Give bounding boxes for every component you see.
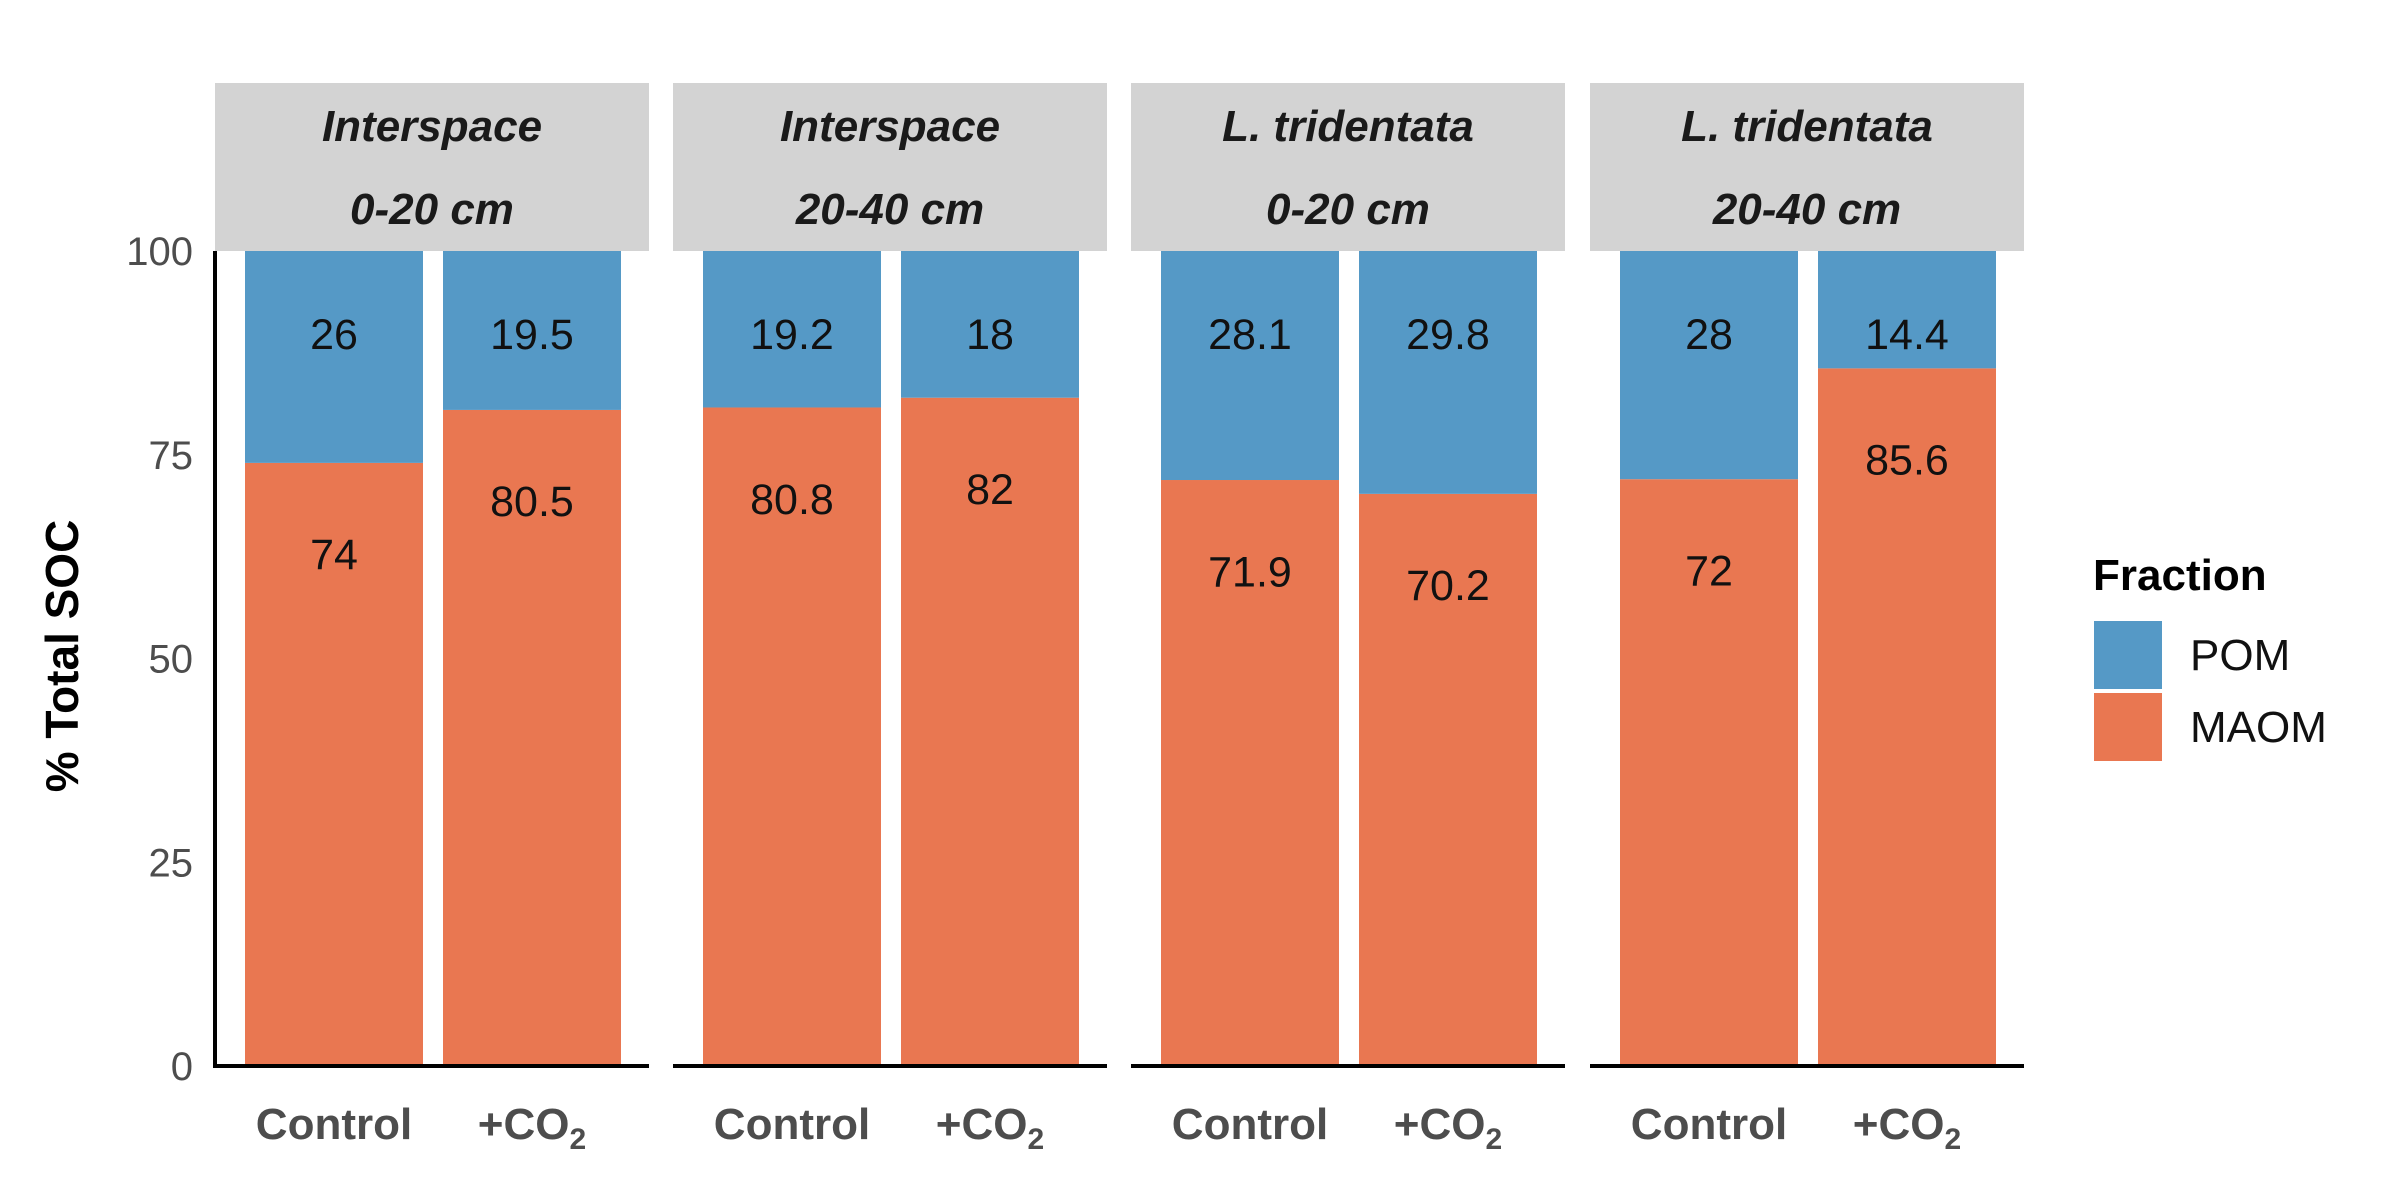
bar-pom xyxy=(1161,251,1339,481)
strip-background xyxy=(1131,83,1565,166)
bar-pom xyxy=(901,251,1079,398)
y-axis: 0 25 50 75 100 xyxy=(126,230,217,1089)
strip-label-site: L. tridentata xyxy=(1681,102,1933,151)
bar-label-maom: 70.2 xyxy=(1406,562,1490,610)
bar-maom xyxy=(1818,368,1996,1066)
facet-panel: Interspace 20-40 cm 19.2 80.8 18 82 Control +CO… xyxy=(673,83,1107,1156)
strip-background xyxy=(1590,166,2024,251)
facet-panel: L. tridentata 0-20 cm 28.1 71.9 29.8 70.2 Cont… xyxy=(1131,83,1565,1156)
bar-label-pom: 29.8 xyxy=(1406,311,1490,359)
y-tick-label: 100 xyxy=(126,230,193,274)
bar-maom xyxy=(1620,479,1798,1066)
facet-panel: Interspace 0-20 cm 26 74 19.5 80.5 Control +CO2 xyxy=(215,83,649,1156)
bar-pom xyxy=(703,251,881,408)
y-axis-title: % Total SOC xyxy=(36,520,88,793)
strip-label-site: Interspace xyxy=(780,102,1000,151)
x-tick-label: +CO2 xyxy=(1394,1100,1502,1156)
bar-label-maom: 82 xyxy=(966,466,1014,514)
bar-label-maom: 72 xyxy=(1685,547,1733,595)
bar-label-pom: 26 xyxy=(310,311,358,359)
strip-label-depth: 0-20 cm xyxy=(1266,185,1430,234)
bar-label-pom: 19.5 xyxy=(490,311,574,359)
bar-maom xyxy=(1161,480,1339,1066)
legend: Fraction POM MAOM xyxy=(2092,551,2327,763)
legend-key-maom xyxy=(2092,691,2164,763)
strip-background xyxy=(673,166,1107,251)
y-tick-label: 0 xyxy=(171,1045,193,1089)
strip-label-depth: 20-40 cm xyxy=(795,185,984,234)
bar-pom xyxy=(245,251,423,463)
x-tick-label: Control xyxy=(1631,1100,1787,1149)
bar-pom xyxy=(1818,251,1996,369)
x-tick-label: Control xyxy=(714,1100,870,1149)
y-tick-label: 50 xyxy=(149,638,194,682)
bar-label-pom: 14.4 xyxy=(1865,311,1949,359)
bar-pom xyxy=(1620,251,1798,480)
strip-background xyxy=(673,83,1107,166)
y-tick-label: 25 xyxy=(149,841,194,885)
bar-maom xyxy=(443,409,621,1066)
bar-label-maom: 85.6 xyxy=(1865,437,1949,485)
bar-label-pom: 28.1 xyxy=(1208,311,1292,359)
strip-background xyxy=(215,83,649,166)
x-tick-label: Control xyxy=(256,1100,412,1149)
legend-key-pom xyxy=(2092,619,2164,691)
legend-label-maom: MAOM xyxy=(2190,703,2327,752)
bar-pom xyxy=(1359,251,1537,494)
bar-maom xyxy=(901,397,1079,1066)
bar-label-pom: 18 xyxy=(966,311,1014,359)
bar-label-maom: 71.9 xyxy=(1208,548,1292,596)
x-tick-label: Control xyxy=(1172,1100,1328,1149)
x-tick-label: +CO2 xyxy=(936,1100,1044,1156)
strip-background xyxy=(1131,166,1565,251)
bar-label-pom: 19.2 xyxy=(750,311,834,359)
strip-background xyxy=(1590,83,2024,166)
x-tick-label: +CO2 xyxy=(1853,1100,1961,1156)
facet-panels: Interspace 0-20 cm 26 74 19.5 80.5 Control +CO2… xyxy=(215,83,2024,1156)
bar-maom xyxy=(1359,493,1537,1066)
y-tick-label: 75 xyxy=(149,434,194,478)
bar-maom xyxy=(703,407,881,1067)
bar-label-pom: 28 xyxy=(1685,311,1733,359)
facet-panel: L. tridentata 20-40 cm 28 72 14.4 85.6 Control… xyxy=(1590,83,2024,1156)
legend-title: Fraction xyxy=(2093,551,2267,600)
strip-label-site: Interspace xyxy=(322,102,542,151)
strip-label-depth: 20-40 cm xyxy=(1712,185,1901,234)
x-tick-label: +CO2 xyxy=(478,1100,586,1156)
bar-pom xyxy=(443,251,621,410)
strip-background xyxy=(215,166,649,251)
strip-label-depth: 0-20 cm xyxy=(350,185,514,234)
strip-label-site: L. tridentata xyxy=(1222,102,1474,151)
bar-label-maom: 80.8 xyxy=(750,476,834,524)
bar-maom xyxy=(245,462,423,1066)
bar-label-maom: 80.5 xyxy=(490,478,574,526)
legend-label-pom: POM xyxy=(2190,631,2290,680)
bar-label-maom: 74 xyxy=(310,531,358,579)
